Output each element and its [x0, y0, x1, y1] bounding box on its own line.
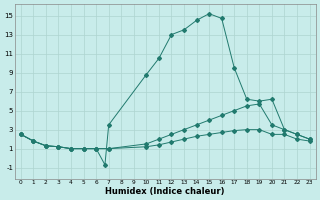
- X-axis label: Humidex (Indice chaleur): Humidex (Indice chaleur): [106, 187, 225, 196]
